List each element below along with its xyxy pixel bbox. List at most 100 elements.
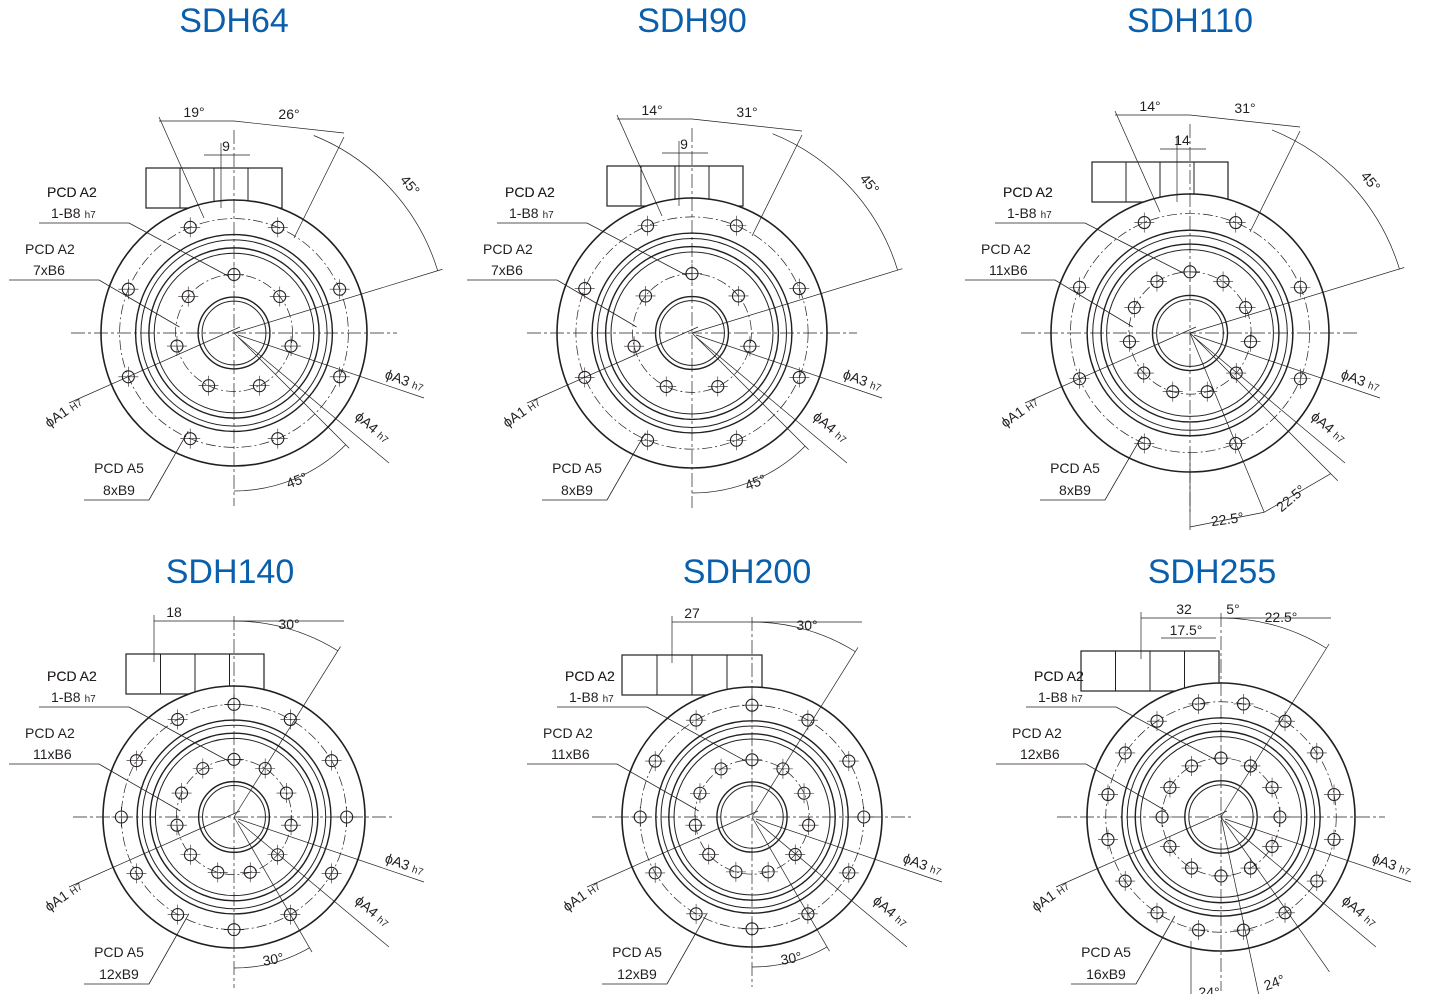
- sdh110-pcd-a2-1-spec-tolerance: h7: [1041, 210, 1053, 221]
- sdh140-dim-angle-top: 30°: [278, 616, 299, 632]
- sdh90-leader-pcd-a2-1: [497, 222, 688, 276]
- sdh110-dim-width: 14: [1174, 132, 1190, 148]
- sdh255-dim-ext-bottom-c: [1220, 816, 1330, 973]
- sdh64-pcd-a2-n-spec: 7xB6: [33, 262, 65, 278]
- sdh90-title: SDH90: [637, 2, 747, 40]
- sdh64-dim-arc-bottom-label: 45°: [284, 469, 309, 491]
- sdh64-pcd-a2-1-label: PCD A2: [47, 184, 97, 200]
- sdh255-outer-hole-6: [1306, 871, 1327, 892]
- sdh255-inner-hole-7: [1211, 865, 1231, 886]
- sdh255-pcd-a2-n-spec: 12xB6: [1020, 746, 1060, 762]
- sdh140-title: SDH140: [166, 553, 295, 591]
- sdh255-inner-hole-9: [1159, 836, 1180, 857]
- sdh110-pcd-a2-n-label: PCD A2: [981, 241, 1031, 257]
- sdh90-dim-arc-45-label: 45°: [857, 171, 883, 198]
- sdh255-dim-ext-arc-top: [1220, 643, 1330, 818]
- sdh140-outer-hole-4: [336, 807, 357, 827]
- sdh140-outer-hole-10: [111, 807, 132, 827]
- sdh90-pcd-a2-1-spec-value: 1-B8: [509, 205, 539, 221]
- sdh64-a4-label-value: ϕA4: [352, 408, 382, 436]
- sdh200-a4-label: ϕA4h7: [870, 892, 911, 930]
- sdh90-inner-hole-1: [682, 263, 702, 284]
- sdh110-inner-hole-10: [1124, 297, 1145, 318]
- sdh90-inner-hole-3: [739, 336, 760, 357]
- sdh64-a4-label-tolerance: h7: [374, 430, 390, 446]
- sdh140-inner-hole-10: [171, 783, 192, 804]
- sdh255-outer-hole-7: [1275, 902, 1296, 923]
- sdh110-pcd-a5-label: PCD A5: [1050, 460, 1100, 476]
- sdh110-a4-label-tolerance: h7: [1330, 430, 1346, 446]
- sdh200-pcd-a5-label: PCD A5: [612, 944, 662, 960]
- sdh140-pcd-a2-1-label: PCD A2: [47, 668, 97, 684]
- sdh200-inner-hole-5: [785, 844, 806, 865]
- sdh64-inner-hole-7: [178, 286, 199, 307]
- sdh255-dim-bottom-2: 24°: [1262, 971, 1287, 993]
- sdh255-inner-hole-8: [1181, 858, 1202, 879]
- sdh110-pcd-a2-1-title: PCD A2: [1003, 184, 1053, 200]
- sdh64-a3-label: ϕA3h7: [383, 366, 427, 395]
- sdh64-a3-label-tolerance: h7: [410, 380, 425, 394]
- sdh110-dim-line-bottom-1: [1189, 511, 1265, 528]
- sdh140-pcd-a2-1-spec-tolerance: h7: [85, 694, 97, 705]
- sdh200-inner-hole-1: [742, 749, 762, 770]
- sdh200-pcd-a2-1-label: PCD A2: [565, 668, 615, 684]
- sdh64-dim-angle-2: 26°: [278, 106, 299, 122]
- sdh110-inner-hole-1: [1180, 261, 1200, 282]
- sdh64-dim-arc-45-label: 45°: [397, 172, 423, 199]
- sdh140-pcd-a2-1-spec-value: 1-B8: [51, 689, 81, 705]
- sdh110-a3-label-tolerance: h7: [1366, 380, 1381, 394]
- sdh64-inner-hole-1: [224, 264, 244, 285]
- sdh255-pcd-a2-1-spec-value: 1-B8: [1038, 689, 1068, 705]
- sdh90-dim-line-b: [691, 118, 803, 132]
- sdh255-outer-hole-15: [1146, 711, 1167, 732]
- sdh200-leader-pcd-a5: [602, 912, 708, 985]
- sdh64-dim-arc-45: [313, 135, 439, 271]
- sdh255-dim-arc-top: [1220, 617, 1327, 649]
- sdh140-inner-hole-1: [224, 749, 244, 770]
- sdh200-outer-hole-3: [838, 751, 859, 772]
- sdh140-outer-hole-1: [224, 694, 244, 715]
- sdh200-title: SDH200: [683, 553, 812, 591]
- sdh255-a3-label: ϕA3h7: [1370, 850, 1414, 879]
- sdh110-a4-label: ϕA4h7: [1308, 408, 1349, 446]
- sdh64-pcd-a2-1-spec-value: 1-B8: [51, 205, 81, 221]
- sdh140-pcd-a2-n-label: PCD A2: [25, 725, 75, 741]
- sdh255-inner-hole-2: [1240, 755, 1261, 776]
- sdh64-pcd-a2-1-spec-tolerance: h7: [85, 210, 97, 221]
- sdh140-a4-label: ϕA4h7: [352, 892, 393, 930]
- sdh110-inner-hole-11: [1146, 271, 1167, 292]
- sdh140-a3-label: ϕA3h7: [383, 850, 427, 879]
- sdh255-pcd-a2-1-spec: 1-B8 h7: [1038, 689, 1083, 705]
- sdh64-dim-line-b: [233, 120, 345, 134]
- sdh110-inner-hole-3: [1235, 297, 1256, 318]
- sdh110-dim-line-b: [1189, 114, 1301, 128]
- sdh90-leader-a3: [695, 334, 883, 399]
- sdh255-inner-hole-10: [1152, 807, 1173, 827]
- sdh140-pcd-a5-label: PCD A5: [94, 944, 144, 960]
- sdh90-leader-a4: [695, 336, 848, 464]
- sdh140-outer-hole-12: [167, 709, 188, 730]
- sdh200-a1-label-value: ϕA1: [560, 887, 590, 915]
- sdh255-leader-pcd-a5: [1071, 915, 1176, 985]
- sdh255-a4-label-tolerance: h7: [1361, 914, 1377, 930]
- sdh255-outer-hole-5: [1324, 829, 1345, 850]
- sdh110-dim-ext-right: [1249, 130, 1301, 233]
- sdh140-outer-hole-9: [126, 863, 147, 884]
- sdh90-pcd-a2-n-label: PCD A2: [483, 241, 533, 257]
- sdh255-inner-hole-5: [1262, 836, 1283, 857]
- sdh90-pcd-a5-label: PCD A5: [552, 460, 602, 476]
- sdh200-a3-label-tolerance: h7: [928, 864, 943, 878]
- sdh255-outer-hole-14: [1115, 742, 1136, 763]
- sdh200-outer-hole-1: [742, 695, 762, 716]
- sdh200-pcd-a5-spec: 12xB9: [617, 966, 657, 982]
- sdh64-outer-hole-8: [180, 217, 201, 238]
- sdh110-leader-a4: [1193, 336, 1346, 464]
- sdh255-pcd-a2-1-title: PCD A2: [1034, 668, 1084, 684]
- sdh140-leader-pcd-a5: [84, 913, 190, 985]
- sdh200-inner-hole-4: [798, 815, 819, 836]
- sdh140-a4-label-value: ϕA4: [352, 892, 382, 920]
- sdh255-outer-hole-13: [1097, 784, 1118, 805]
- sdh110-dim-ext-arc-45: [1189, 267, 1405, 334]
- sdh200-outer-hole-10: [630, 807, 651, 827]
